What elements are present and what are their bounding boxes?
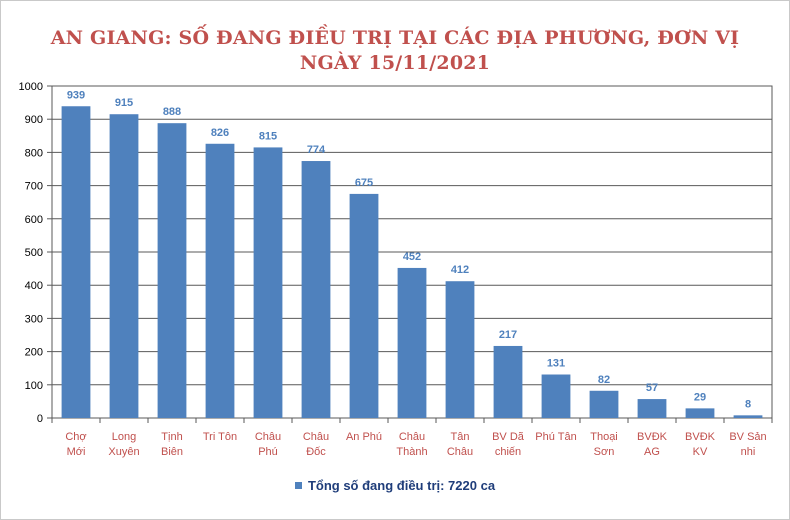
category-label: Phú: [258, 446, 278, 458]
category-label: Tri Tôn: [203, 431, 237, 443]
y-tick-label: 700: [25, 181, 43, 193]
legend-swatch: [294, 482, 302, 490]
data-label: 57: [646, 382, 658, 394]
category-label: BV Dã: [492, 431, 525, 443]
category-label: Châu: [399, 431, 425, 443]
bar: [109, 114, 139, 418]
bar: [685, 408, 715, 418]
category-label: Thoại: [590, 431, 618, 443]
category-label: BV Sản: [729, 431, 766, 443]
y-tick-label: 100: [25, 380, 43, 392]
y-tick-label: 600: [25, 214, 43, 226]
bar: [493, 345, 523, 418]
data-label: 131: [547, 358, 565, 370]
data-label: 888: [163, 106, 181, 118]
category-label: BVĐK: [685, 431, 716, 443]
data-label: 8: [745, 398, 751, 410]
bar: [397, 267, 427, 418]
category-label: AG: [644, 446, 660, 458]
category-label: Châu: [447, 446, 473, 458]
chart-title-line1: AN GIANG: SỐ ĐANG ĐIỀU TRỊ TẠI CÁC ĐỊA P…: [50, 27, 740, 49]
y-tick-label: 0: [37, 413, 43, 425]
category-label: Biên: [161, 446, 183, 458]
bar: [445, 281, 475, 418]
data-label: 452: [403, 251, 421, 263]
data-label: 815: [259, 130, 277, 142]
bar: [157, 123, 187, 419]
bar: [253, 147, 283, 419]
y-tick-label: 200: [25, 347, 43, 359]
y-tick-label: 300: [25, 313, 43, 325]
category-label: Tịnh: [161, 431, 182, 443]
category-label: BVĐK: [637, 431, 668, 443]
y-tick-label: 500: [25, 247, 43, 259]
legend-label: Tổng số đang điều trị: 7220 ca: [307, 478, 496, 493]
category-label: nhi: [741, 446, 756, 458]
bar: [349, 193, 379, 418]
category-label: An Phú: [346, 431, 382, 443]
data-label: 29: [694, 391, 706, 403]
category-label: Xuyên: [108, 446, 139, 458]
category-label: Châu: [303, 431, 329, 443]
category-label: Long: [112, 431, 136, 443]
category-label: Thành: [396, 446, 427, 458]
legend: Tổng số đang điều trị: 7220 ca: [0, 478, 790, 493]
y-tick-label: 400: [25, 280, 43, 292]
data-label: 826: [211, 127, 229, 139]
data-label: 217: [499, 329, 517, 341]
category-label: Đốc: [306, 446, 326, 458]
category-label: Mới: [67, 446, 86, 458]
data-label: 82: [598, 374, 610, 386]
data-label: 412: [451, 264, 469, 276]
category-label: Phú Tân: [535, 431, 576, 443]
bar: [589, 390, 619, 418]
bar: [205, 143, 235, 418]
bar: [61, 106, 91, 418]
category-label: Châu: [255, 431, 281, 443]
bar: [733, 415, 763, 418]
data-label: 939: [67, 89, 85, 101]
y-tick-label: 800: [25, 147, 43, 159]
category-label: Sơn: [594, 446, 615, 458]
category-label: Chợ: [65, 431, 86, 443]
category-label: chiến: [495, 446, 521, 458]
bar: [637, 399, 667, 418]
category-label: Tân: [451, 431, 470, 443]
category-label: KV: [693, 446, 708, 458]
data-label: 774: [307, 144, 326, 156]
y-tick-label: 1000: [19, 81, 43, 93]
data-label: 675: [355, 177, 373, 189]
data-label: 915: [115, 97, 133, 109]
bar: [541, 374, 571, 418]
y-tick-label: 900: [25, 114, 43, 126]
chart-title-line2: NGÀY 15/11/2021: [299, 52, 491, 74]
bar: [301, 161, 331, 419]
